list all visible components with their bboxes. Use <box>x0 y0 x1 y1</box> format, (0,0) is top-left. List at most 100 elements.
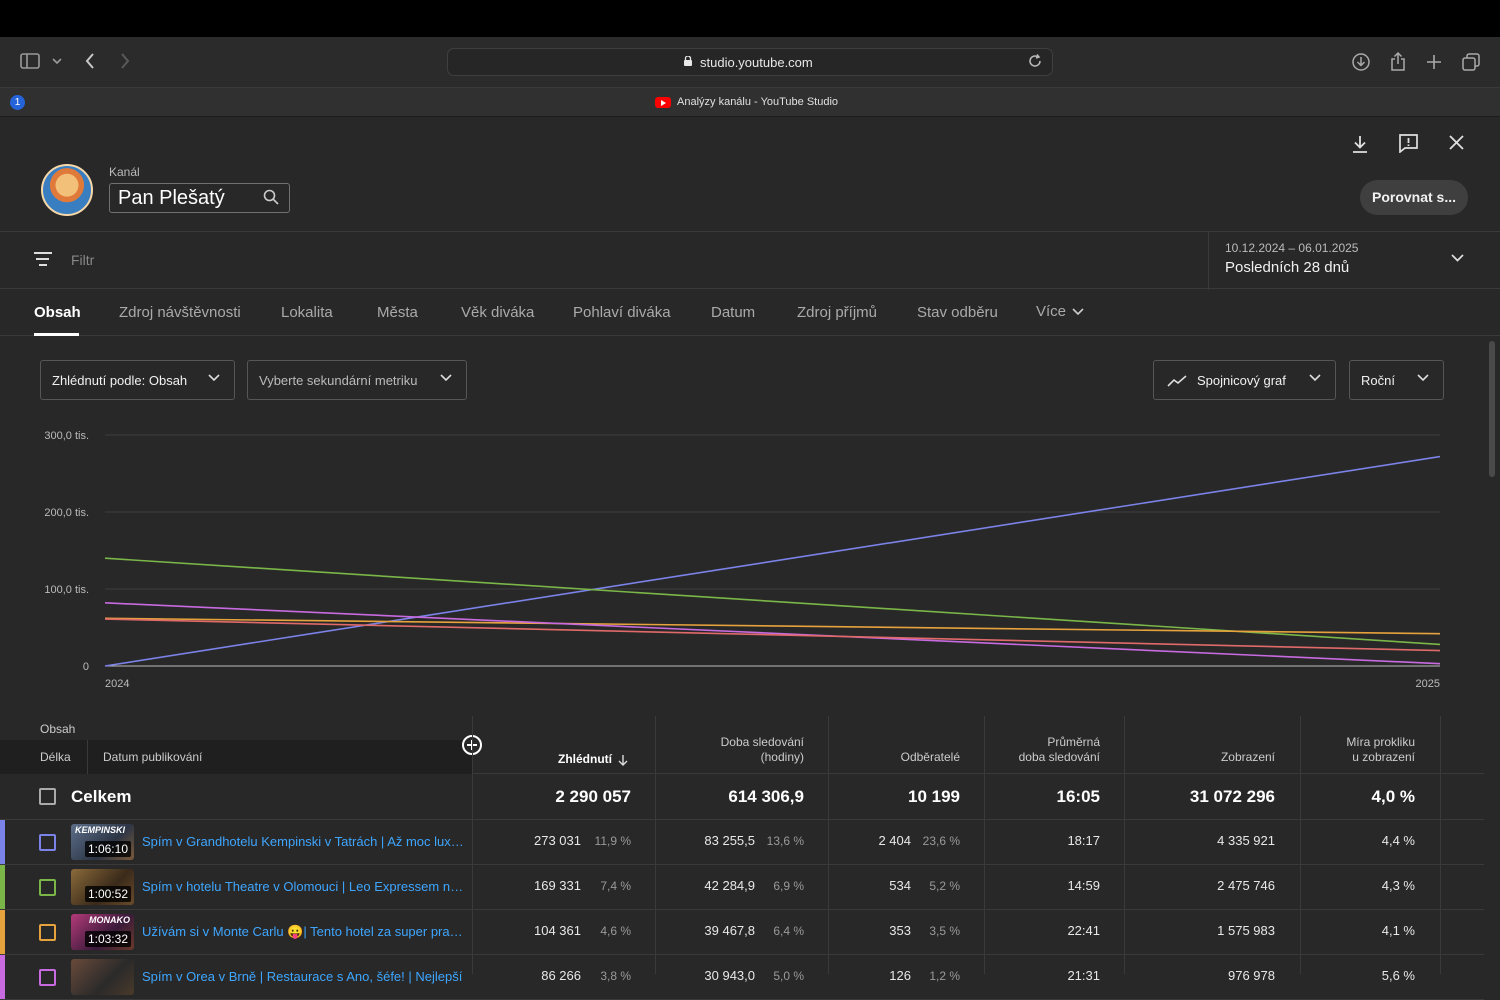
reload-icon[interactable] <box>1028 54 1042 68</box>
col-header-impressions[interactable]: Zobrazení <box>1221 750 1275 765</box>
col-header-ctr[interactable]: Míra prokliku u zobrazení <box>1346 735 1415 765</box>
tab-obsah[interactable]: Obsah <box>34 304 81 321</box>
total-subscribers: 10 199 <box>908 787 960 806</box>
chevron-down-icon <box>1451 254 1464 262</box>
watch-value: 39 467,8 <box>704 923 755 938</box>
scrollbar[interactable] <box>1489 341 1495 477</box>
table-row[interactable]: 1:00:52 Spím v hotelu Theatre v Olomouci… <box>0 865 1484 910</box>
video-thumbnail[interactable] <box>71 959 134 995</box>
video-title-link[interactable]: Užívám si v Monte Carlu 😛| Tento hotel z… <box>142 924 464 939</box>
video-title-link[interactable]: Spím v hotelu Theatre v Olomouci | Leo E… <box>142 879 464 894</box>
views-value: 273 031 <box>534 833 581 848</box>
video-thumbnail[interactable]: KEMPINSKI 1:06:10 <box>71 824 134 860</box>
tab-revenue-source[interactable]: Zdroj příjmů <box>797 304 878 321</box>
series-line[interactable] <box>104 455 1441 667</box>
filter-icon[interactable] <box>34 252 52 270</box>
tab-cities[interactable]: Města <box>377 304 418 321</box>
share-icon[interactable] <box>1390 52 1406 71</box>
download-report-icon[interactable] <box>1352 135 1368 153</box>
row-checkbox[interactable] <box>39 834 56 851</box>
search-icon[interactable] <box>263 189 279 205</box>
tab-more[interactable]: Více <box>1036 303 1084 320</box>
tab-subscription-status[interactable]: Stav odběru <box>917 304 998 321</box>
filter-input[interactable]: Filtr <box>71 252 95 268</box>
total-views: 2 290 057 <box>555 787 631 806</box>
total-checkbox[interactable] <box>39 788 56 805</box>
table-row[interactable]: KEMPINSKI 1:06:10 Spím v Grandhotelu Kem… <box>0 820 1484 865</box>
arrow-down-icon <box>618 754 628 766</box>
password-extension-icon[interactable]: 1 <box>10 95 25 110</box>
watch-percent: 6,4 % <box>773 924 804 938</box>
video-thumbnail[interactable]: 1:00:52 <box>71 869 134 905</box>
series-color-stripe <box>0 820 5 864</box>
col-header-watch-time[interactable]: Doba sledování (hodiny) <box>721 735 804 765</box>
views-value: 169 331 <box>534 878 581 893</box>
back-icon[interactable] <box>85 53 95 69</box>
chevron-down-icon <box>1072 308 1084 315</box>
views-value: 86 266 <box>541 968 581 983</box>
close-icon[interactable] <box>1449 135 1464 150</box>
avg-duration-value: 22:41 <box>1067 923 1100 938</box>
video-title-link[interactable]: Spím v Orea v Brně | Restaurace s Ano, š… <box>142 969 463 984</box>
tab-date[interactable]: Datum <box>711 304 756 321</box>
col-header-avg-duration[interactable]: Průměrná doba sledování <box>1019 735 1100 765</box>
y-tick-label: 200,0 tis. <box>44 507 89 519</box>
avg-header-line2: doba sledování <box>1018 750 1100 764</box>
feedback-icon[interactable] <box>1399 134 1418 153</box>
channel-label: Kanál <box>109 165 140 179</box>
row-checkbox[interactable] <box>39 879 56 896</box>
metric-dropdown[interactable]: Zhlédnutí podle: Obsah <box>40 360 235 400</box>
address-bar[interactable]: studio.youtube.com <box>447 48 1053 76</box>
thumbnail-text: KEMPINSKI <box>75 825 126 835</box>
date-range-text: 10.12.2024 – 06.01.2025 <box>1225 241 1359 255</box>
table-subheader: Délka Datum publikování <box>0 740 472 774</box>
series-line[interactable] <box>104 618 1441 652</box>
metric-dropdown-label: Zhlédnutí podle: Obsah <box>52 373 188 388</box>
tab-traffic-source[interactable]: Zdroj návštěvnosti <box>119 304 241 321</box>
video-thumbnail[interactable]: MONAKO 1:03:32 <box>71 914 134 950</box>
line-chart-icon <box>1167 375 1187 387</box>
impressions-value: 976 978 <box>1228 968 1275 983</box>
impressions-value: 4 335 921 <box>1217 833 1275 848</box>
tab-viewer-gender[interactable]: Pohlaví diváka <box>573 304 671 321</box>
chart-type-label: Spojnicový graf <box>1197 373 1286 388</box>
secondary-metric-dropdown[interactable]: Vyberte sekundární metriku <box>247 360 467 400</box>
channel-picker[interactable]: Pan Plešatý <box>109 183 290 213</box>
col-header-views[interactable]: Zhlédnutí <box>558 752 628 767</box>
interval-dropdown[interactable]: Roční <box>1349 360 1444 400</box>
table-row[interactable]: Spím v Orea v Brně | Restaurace s Ano, š… <box>0 955 1484 1000</box>
browser-tab[interactable]: Analýzy kanálu - YouTube Studio <box>655 96 838 108</box>
table-row[interactable]: MONAKO 1:03:32 Užívám si v Monte Carlu 😛… <box>0 910 1484 955</box>
video-title-link[interactable]: Spím v Grandhotelu Kempinski v Tatrách |… <box>142 834 464 849</box>
row-checkbox[interactable] <box>39 924 56 941</box>
impressions-value: 1 575 983 <box>1217 923 1275 938</box>
series-line[interactable] <box>104 557 1441 646</box>
new-tab-icon[interactable] <box>1426 54 1442 70</box>
watch-header-line2: (hodiny) <box>760 750 804 764</box>
y-tick-label: 100,0 tis. <box>44 584 89 596</box>
col-header-subscribers[interactable]: Odběratelé <box>901 750 960 765</box>
tab-overview-icon[interactable] <box>1462 53 1480 71</box>
publish-date-header[interactable]: Datum publikování <box>103 750 203 764</box>
duration-header[interactable]: Délka <box>40 750 71 764</box>
video-duration: 1:03:32 <box>84 931 131 947</box>
series-line[interactable] <box>104 617 1441 635</box>
tab-more-label: Více <box>1036 303 1067 320</box>
date-range-picker[interactable]: 10.12.2024 – 06.01.2025 Posledních 28 dn… <box>1208 232 1500 290</box>
total-impressions: 31 072 296 <box>1189 787 1275 806</box>
tab-viewer-age[interactable]: Věk diváka <box>461 304 535 321</box>
subs-percent: 1,2 % <box>929 969 960 983</box>
compare-button[interactable]: Porovnat s... <box>1360 180 1468 215</box>
row-checkbox[interactable] <box>39 969 56 986</box>
forward-icon[interactable] <box>120 53 130 69</box>
views-header-label: Zhlédnutí <box>558 752 612 766</box>
period-label: Posledních 28 dnů <box>1225 259 1350 276</box>
tab-geography[interactable]: Lokalita <box>281 304 333 321</box>
chart-type-dropdown[interactable]: Spojnicový graf <box>1153 360 1336 400</box>
download-icon[interactable] <box>1352 53 1370 71</box>
sidebar-toggle-icon[interactable] <box>20 53 40 69</box>
content-table: Obsah Délka Datum publikování Zhlédnutí … <box>0 716 1484 1000</box>
subs-percent: 3,5 % <box>929 924 960 938</box>
chevron-down-icon[interactable] <box>52 58 62 64</box>
series-line[interactable] <box>104 602 1441 665</box>
